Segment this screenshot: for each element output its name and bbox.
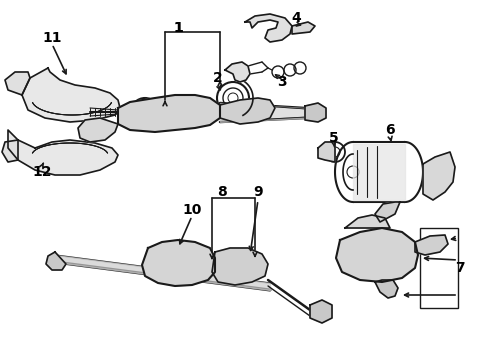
Polygon shape xyxy=(22,68,120,122)
Polygon shape xyxy=(345,215,390,228)
Text: 7: 7 xyxy=(455,261,465,275)
Text: 6: 6 xyxy=(385,123,395,137)
Polygon shape xyxy=(220,98,275,124)
Text: 9: 9 xyxy=(253,185,263,199)
Polygon shape xyxy=(375,202,400,222)
Text: 5: 5 xyxy=(329,131,339,145)
Polygon shape xyxy=(46,252,66,270)
Polygon shape xyxy=(2,140,18,162)
Text: 11: 11 xyxy=(42,31,62,45)
Polygon shape xyxy=(318,142,335,162)
Bar xyxy=(420,228,458,308)
Polygon shape xyxy=(225,62,250,82)
Polygon shape xyxy=(118,95,220,132)
Text: 1: 1 xyxy=(173,21,183,35)
Polygon shape xyxy=(292,22,315,34)
Polygon shape xyxy=(8,130,118,175)
Polygon shape xyxy=(310,300,332,323)
Text: 3: 3 xyxy=(277,75,287,89)
Polygon shape xyxy=(375,280,398,298)
Text: 1: 1 xyxy=(173,21,183,35)
Polygon shape xyxy=(423,152,455,200)
Polygon shape xyxy=(142,240,215,286)
Text: 4: 4 xyxy=(291,11,301,25)
Polygon shape xyxy=(305,103,326,122)
Text: 8: 8 xyxy=(217,185,227,199)
Polygon shape xyxy=(212,248,268,285)
Polygon shape xyxy=(245,14,292,42)
Polygon shape xyxy=(5,72,30,95)
Text: 10: 10 xyxy=(182,203,202,217)
Polygon shape xyxy=(336,228,418,282)
Polygon shape xyxy=(78,118,118,142)
Polygon shape xyxy=(415,235,448,255)
Text: 12: 12 xyxy=(32,165,52,179)
Text: 2: 2 xyxy=(213,71,223,85)
